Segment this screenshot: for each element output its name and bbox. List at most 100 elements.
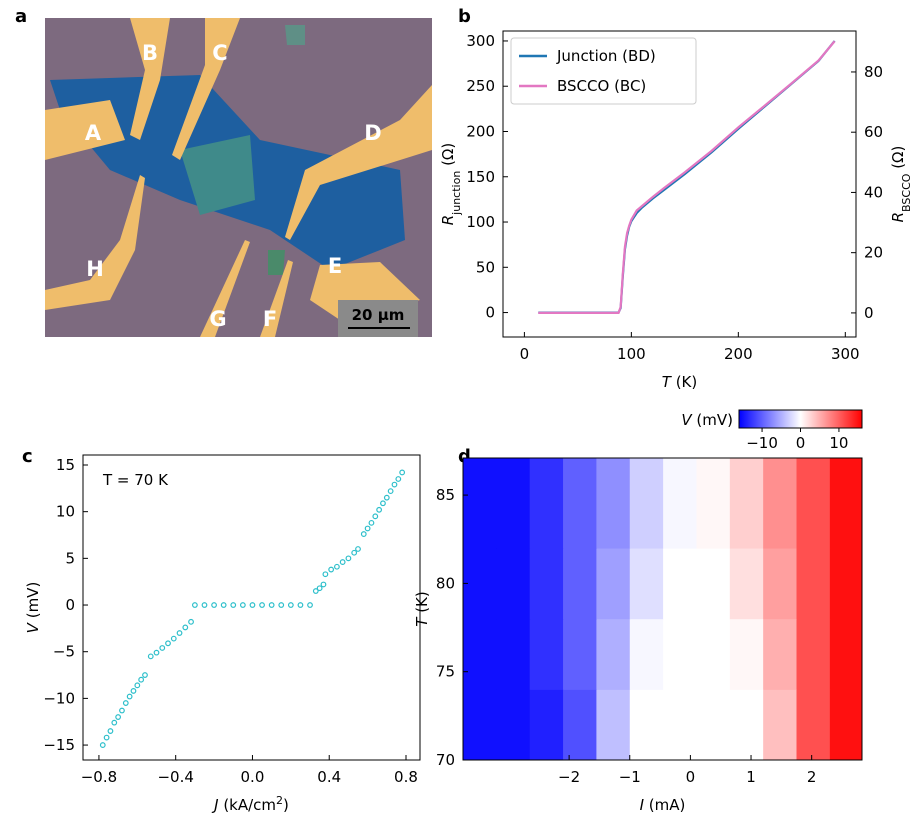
point: [372, 513, 379, 520]
x-axis-label: T (K): [662, 373, 697, 391]
point: [115, 714, 122, 720]
point: [107, 728, 114, 734]
y-tick-label: 250: [466, 77, 495, 95]
label-part: T: [662, 373, 673, 391]
colorbar-tick-label: 10: [829, 434, 848, 452]
x-tick-label: 0.8: [394, 768, 418, 786]
heatmap-cell: [763, 458, 798, 549]
point: [355, 546, 361, 552]
legend-label: Junction (BD): [556, 47, 656, 65]
y-tick-label: 0: [485, 304, 495, 322]
y-tick-label: 50: [476, 258, 495, 276]
heatmap-cell: [829, 618, 863, 690]
heatmap-cell: [629, 548, 664, 620]
heatmap-cell: [463, 458, 497, 549]
electrode-label: E: [328, 254, 342, 278]
point: [188, 618, 194, 625]
point: [159, 645, 166, 651]
x-tick-label: 0: [520, 345, 530, 363]
x-tick-label: 0: [686, 768, 696, 786]
y-tick-label: 5: [65, 549, 75, 567]
y-tick-label: −5: [53, 643, 75, 661]
heatmap-cell: [696, 548, 731, 620]
x-tick-label: 1: [746, 768, 756, 786]
heatmap-cell: [529, 618, 564, 690]
label-part: T: [413, 616, 431, 627]
heatmap-cell: [496, 689, 531, 761]
point: [134, 682, 141, 689]
label-part: junction: [450, 171, 463, 216]
panel-label: a: [15, 6, 27, 27]
point: [147, 653, 154, 660]
label-part: (K): [671, 373, 697, 391]
heatmap-cell: [796, 548, 831, 620]
point: [130, 688, 137, 694]
point: [122, 700, 129, 706]
axes-frame: [462, 457, 863, 761]
y2-tick-label: 60: [864, 123, 883, 141]
series-line: [538, 40, 836, 315]
electrode-label: D: [364, 121, 381, 145]
heatmap-cell: [596, 458, 631, 549]
colorbar: [738, 409, 863, 429]
y2-tick-label: 20: [864, 244, 883, 262]
colorbar-label: V (mV): [681, 411, 733, 429]
x-tick-label: 200: [724, 345, 753, 363]
point: [119, 707, 125, 714]
heatmap-cell: [663, 548, 697, 620]
panel-label: c: [22, 446, 33, 467]
y-tick-label: 80: [436, 574, 455, 592]
heatmap-cell: [696, 618, 731, 690]
point: [368, 519, 375, 526]
point: [153, 649, 160, 656]
heatmap-cell: [529, 458, 564, 549]
heatmap-cell: [729, 689, 764, 761]
heatmap-cell: [596, 548, 631, 620]
point: [334, 563, 340, 570]
heatmap-cell: [629, 618, 664, 690]
point: [230, 602, 237, 608]
point: [239, 602, 246, 608]
electrode-label: B: [142, 41, 158, 65]
point: [211, 602, 217, 608]
y-tick-label: −15: [43, 736, 75, 754]
heatmap-cell: [563, 458, 597, 549]
x-tick-label: −2: [558, 768, 580, 786]
y2-tick-label: 80: [864, 63, 883, 81]
electrode-label: H: [86, 257, 104, 281]
scale-bar-label: 20 μm: [352, 306, 405, 324]
electrode-label: C: [212, 41, 227, 65]
point: [220, 602, 227, 608]
x-tick-label: −1: [619, 768, 641, 786]
point: [142, 672, 148, 678]
electrode-label: A: [85, 121, 102, 145]
label-part: (Ω): [439, 143, 457, 171]
annotation: T = 70 K: [102, 471, 169, 489]
heatmap-cell: [829, 458, 863, 549]
heatmap-cell: [763, 689, 798, 761]
point: [387, 488, 394, 495]
point: [99, 742, 106, 748]
legend-box: [510, 37, 697, 105]
heatmap-cell: [496, 548, 531, 620]
point: [380, 500, 386, 507]
y2-axis-label: RBSCCO (Ω): [889, 146, 913, 223]
heatmap-cell: [763, 548, 798, 620]
x-tick-label: 100: [617, 345, 646, 363]
point: [170, 635, 177, 642]
heatmap-cell: [796, 618, 831, 690]
heatmap-cell: [629, 458, 664, 549]
point: [320, 581, 327, 588]
point: [395, 476, 402, 482]
label-part: J: [211, 796, 218, 814]
y2-tick-label: 0: [864, 304, 874, 322]
point: [339, 559, 346, 565]
point: [322, 571, 329, 578]
label-part: (kA/cm: [219, 796, 276, 814]
heatmap-cell: [829, 689, 863, 761]
heatmap-cell: [596, 689, 631, 761]
label-part: ): [283, 796, 289, 814]
point: [383, 494, 390, 501]
point: [364, 525, 371, 532]
